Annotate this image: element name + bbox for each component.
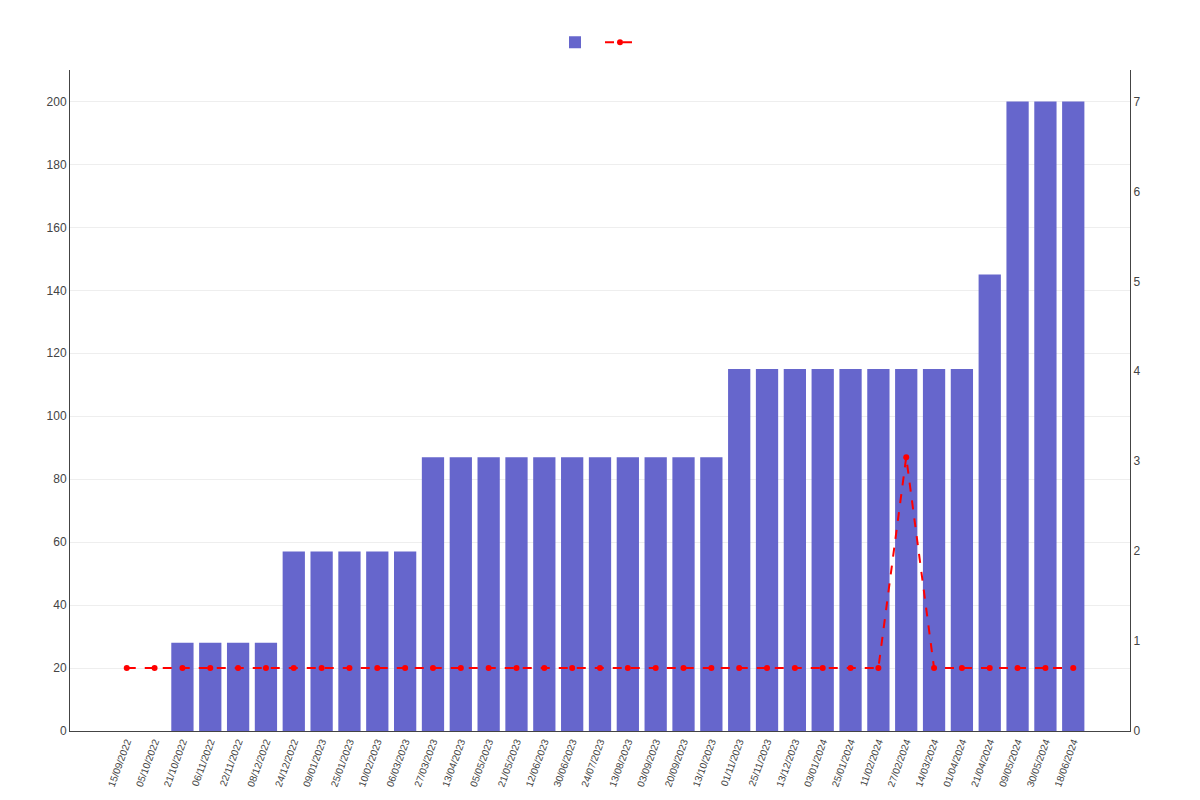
svg-text:20/09/2023: 20/09/2023 (663, 737, 691, 788)
svg-text:08/12/2022: 08/12/2022 (245, 737, 273, 788)
svg-text:13/12/2023: 13/12/2023 (774, 737, 802, 788)
svg-text:03/09/2023: 03/09/2023 (635, 737, 663, 788)
svg-text:7: 7 (1133, 95, 1140, 109)
svg-text:25/11/2023: 25/11/2023 (746, 737, 773, 788)
svg-text:21/04/2024: 21/04/2024 (969, 737, 997, 788)
svg-text:01/11/2023: 01/11/2023 (719, 737, 746, 788)
svg-text:21/05/2023: 21/05/2023 (496, 737, 524, 788)
svg-text:14/03/2024: 14/03/2024 (913, 737, 941, 788)
svg-text:10/02/2023: 10/02/2023 (356, 737, 384, 788)
svg-text:25/01/2024: 25/01/2024 (830, 737, 858, 788)
svg-text:80: 80 (53, 472, 67, 486)
svg-text:01/04/2024: 01/04/2024 (941, 737, 969, 788)
svg-text:100: 100 (47, 409, 67, 423)
svg-text:2: 2 (1133, 544, 1140, 558)
svg-text:05/10/2022: 05/10/2022 (134, 737, 162, 788)
svg-text:0: 0 (60, 724, 67, 738)
svg-text:09/01/2023: 09/01/2023 (301, 737, 329, 788)
svg-text:3: 3 (1133, 454, 1140, 468)
svg-text:0: 0 (1133, 724, 1140, 738)
svg-text:160: 160 (47, 221, 67, 235)
svg-text:20: 20 (53, 661, 67, 675)
svg-text:4: 4 (1133, 364, 1140, 378)
svg-text:6: 6 (1133, 185, 1140, 199)
svg-text:18/06/2024: 18/06/2024 (1052, 737, 1080, 788)
svg-text:120: 120 (47, 346, 67, 360)
svg-text:05/05/2023: 05/05/2023 (468, 737, 496, 788)
svg-text:13/04/2023: 13/04/2023 (440, 737, 468, 788)
svg-text:24/12/2022: 24/12/2022 (273, 737, 301, 788)
svg-text:11/02/2024: 11/02/2024 (858, 737, 885, 788)
svg-text:30/06/2023: 30/06/2023 (551, 737, 579, 788)
svg-text:27/03/2023: 27/03/2023 (412, 737, 440, 788)
svg-text:21/10/2022: 21/10/2022 (162, 737, 190, 788)
svg-text:180: 180 (47, 158, 67, 172)
svg-text:09/05/2024: 09/05/2024 (997, 737, 1025, 788)
svg-text:12/06/2023: 12/06/2023 (523, 737, 551, 788)
svg-text:22/11/2022: 22/11/2022 (217, 737, 244, 788)
svg-text:24/07/2023: 24/07/2023 (579, 737, 607, 788)
svg-text:13/08/2023: 13/08/2023 (607, 737, 635, 788)
svg-text:40: 40 (53, 598, 67, 612)
svg-text:06/11/2022: 06/11/2022 (190, 737, 217, 788)
svg-text:1: 1 (1133, 634, 1140, 648)
svg-text:60: 60 (53, 535, 67, 549)
svg-text:06/03/2023: 06/03/2023 (384, 737, 412, 788)
svg-text:140: 140 (47, 284, 67, 298)
svg-text:13/10/2023: 13/10/2023 (690, 737, 718, 788)
svg-text:5: 5 (1133, 275, 1140, 289)
svg-text:30/05/2024: 30/05/2024 (1025, 737, 1053, 788)
svg-text:27/02/2024: 27/02/2024 (885, 737, 913, 788)
svg-text:03/01/2024: 03/01/2024 (802, 737, 830, 788)
svg-text:15/09/2022: 15/09/2022 (106, 737, 134, 788)
svg-text:200: 200 (47, 95, 67, 109)
svg-text:25/01/2023: 25/01/2023 (329, 737, 357, 788)
